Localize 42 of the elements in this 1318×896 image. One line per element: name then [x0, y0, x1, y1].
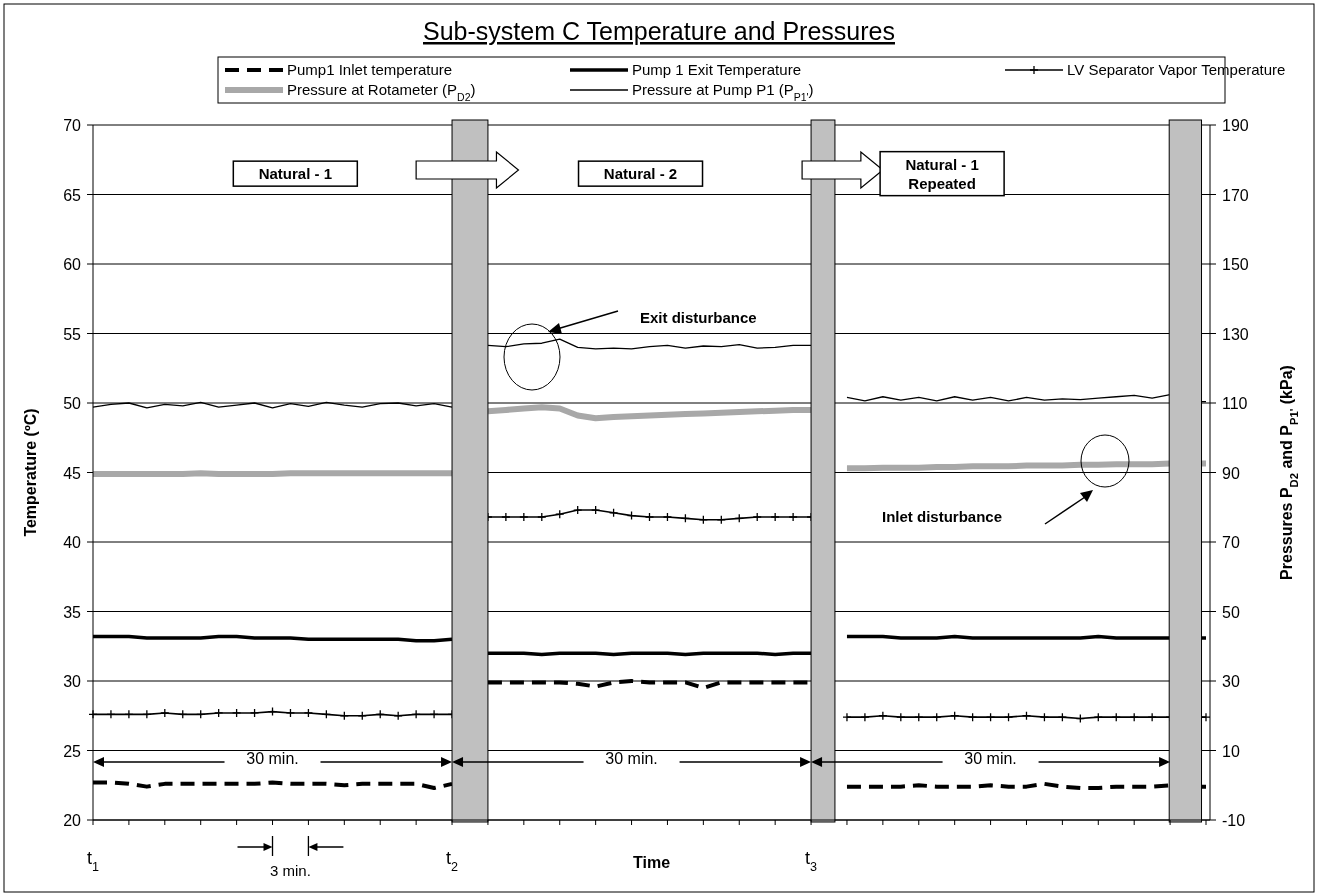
x-tick-label: t$_{3}$ [805, 848, 818, 874]
y-tick-label: 25 [63, 742, 82, 760]
y-tick-label: 60 [63, 256, 82, 273]
y-tick-label: 45 [63, 464, 82, 482]
y2-tick-label: 150 [1222, 256, 1249, 273]
y-tick-label: 30 [63, 673, 82, 690]
legend-label: Pressure at Pump P1 (P$_{P1'}$) [632, 81, 814, 103]
y2-tick-label: 190 [1222, 117, 1249, 134]
x-tick-label: t$_{2}$ [446, 848, 459, 874]
y2-tick-label: 10 [1222, 742, 1240, 760]
y-tick-label: 20 [63, 812, 82, 829]
y2-tick-label: 110 [1222, 395, 1248, 412]
x-axis-title: Time [632, 854, 671, 871]
legend-label: Pump 1 Exit Temperature [632, 61, 801, 78]
x-tick-label: t$_{1}$ [86, 848, 100, 874]
annotation: 30 min. [605, 750, 658, 767]
legend-label: LV Separator Vapor Temperature [1067, 61, 1286, 78]
y-axis-title: Temperature (ºC) [22, 408, 39, 537]
y2-tick-label: 90 [1222, 464, 1240, 482]
annotation: Natural - 2 [603, 165, 678, 183]
y-tick-label: 65 [63, 186, 82, 204]
y2-tick-label: -10 [1222, 812, 1246, 829]
text: 3 min. [270, 862, 311, 879]
annotation: 30 min. [964, 750, 1017, 767]
annotation: Inlet disturbance [882, 508, 1003, 525]
y2-tick-label: 50 [1222, 603, 1240, 621]
y-tick-label: 40 [63, 534, 82, 551]
annotation: Natural - 1 [258, 165, 332, 183]
y-tick-label: 55 [63, 325, 82, 343]
y2-tick-label: 170 [1222, 186, 1249, 204]
legend-label: Pump1 Inlet temperature [287, 61, 453, 78]
y2-tick-label: 130 [1222, 325, 1249, 343]
chart-title: Sub-system C Temperature and Pressures [423, 17, 895, 45]
y-tick-label: 35 [63, 603, 82, 621]
y2-tick-label: 70 [1222, 534, 1240, 551]
y2-tick-label: 30 [1222, 673, 1240, 690]
y-tick-label: 50 [63, 395, 82, 412]
annotation: 30 min. [246, 750, 299, 767]
annotation: Natural - 1 Repeated [905, 155, 979, 192]
y-tick-label: 70 [63, 117, 82, 134]
legend-label: Pressure at Rotameter (P$_{D2}$) [287, 81, 476, 103]
annotation: Exit disturbance [640, 309, 757, 326]
